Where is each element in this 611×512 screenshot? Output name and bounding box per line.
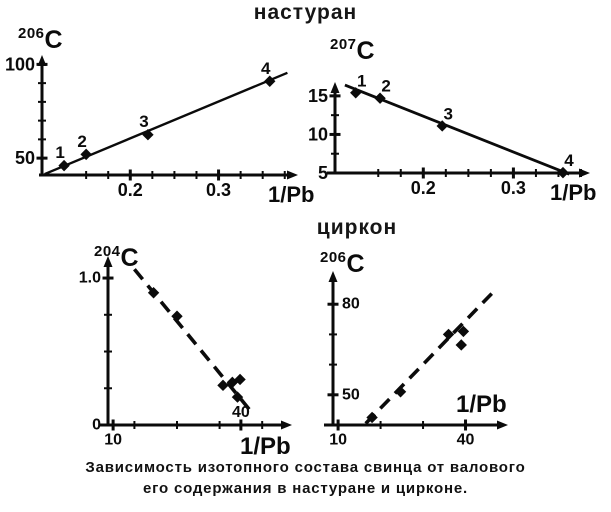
concentration-letter: C [356,37,375,65]
point-label: 2 [381,77,390,96]
isotope-superscript: 206 [18,25,45,42]
data-point [436,120,448,132]
point-label: 4 [564,151,574,170]
x-tick-label: 0.2 [411,178,436,198]
data-point [217,379,229,392]
x-tick-label: 10 [104,431,122,448]
y-axis-label-206c: 206C [18,25,63,55]
x-tick-label: 0.3 [206,180,231,200]
x-axis-label-1pb: 1/Pb [268,182,315,207]
group-title-nasturan: настуран [253,1,358,24]
concentration-letter: C [44,26,63,54]
y-axis-arrow [330,82,340,93]
data-point [366,411,378,424]
y-tick-label: 0 [92,417,101,434]
concentration-letter: C [346,250,365,278]
data-point [374,92,386,104]
chart-nasturan-pb206: 50 100 0.2 0.3 1 2 3 4 206C 1/Pb [5,25,315,213]
concentration-letter: C [120,244,139,272]
y-axis-arrow [328,271,338,282]
x-axis-label-1pb: 1/Pb [550,180,597,205]
data-point [171,310,183,322]
point-label: 3 [139,112,148,131]
point-label: 2 [77,132,86,151]
x-axis-label-1pb: 1/Pb [456,391,507,418]
caption-line-1: Зависимость изотопного состава свинца от… [85,459,526,476]
x-axis-arrow [287,170,298,180]
y-tick-label: 1.0 [79,270,101,287]
isotope-superscript: 207 [330,36,357,53]
y-tick-label: 15 [308,86,328,106]
data-point [442,328,455,341]
x-axis-label-1pb: 1/Pb [240,433,291,460]
caption-line-2: его содержания в настуране и цирконе. [143,480,468,497]
data-point [455,339,467,351]
data-point [264,75,276,87]
x-tick-label: 10 [329,431,347,448]
chart-nasturan-pb207: 5 10 15 0.2 0.3 1 2 3 4 207C 1/Pb [308,30,611,212]
y-axis-arrow [103,256,113,267]
isotope-superscript: 204 [94,243,121,260]
point-label: 3 [443,104,452,123]
y-tick-label: 5 [318,163,328,183]
data-point [234,373,246,386]
data-point [394,386,407,398]
group-title-zircon: циркон [316,216,398,239]
point-label: 4 [261,59,271,78]
x-tick-label: 40 [232,404,250,421]
x-axis-arrow [497,420,508,430]
data-point [58,159,70,172]
trend-line [364,290,495,425]
data-point [231,391,244,403]
data-point [350,87,362,99]
plot-canvas-nasturan-pb207: 5 10 15 0.2 0.3 1 2 3 4 [308,71,590,198]
x-axis-arrow [281,420,292,430]
y-tick-label: 50 [15,148,35,168]
y-tick-label: 10 [308,124,328,144]
plot-canvas-nasturan-pb206: 50 100 0.2 0.3 12 3 4 [5,54,298,200]
data-point [142,128,154,141]
y-axis-label-206c: 206C [320,249,365,279]
x-tick-label: 0.3 [501,178,526,198]
plot-canvas-zircon-pb204: 0 1.0 10 40 [79,256,292,448]
data-point [557,166,569,179]
figure-caption: Зависимость изотопного состава свинца от… [0,457,611,499]
x-tick-label: 0.2 [118,180,143,200]
chart-zircon-pb204: 0 1.0 10 40 204C 1/Pb [60,240,320,462]
y-axis-label-207c: 207C [330,36,375,66]
isotope-superscript: 206 [320,249,347,266]
y-tick-label: 100 [5,54,35,74]
trend-line [44,71,288,176]
point-label: 1 [357,71,366,90]
point-label: 1 [55,143,64,162]
y-tick-label: 80 [342,296,360,313]
x-tick-label: 40 [457,431,475,448]
y-axis-label-204c: 204C [94,243,139,273]
plot-canvas-zircon-pb206: 50 80 10 40 [324,271,508,448]
y-tick-label: 50 [342,386,360,403]
data-point [147,287,160,299]
chart-zircon-pb206: 50 80 10 40 206C 1/Pb [320,245,611,460]
